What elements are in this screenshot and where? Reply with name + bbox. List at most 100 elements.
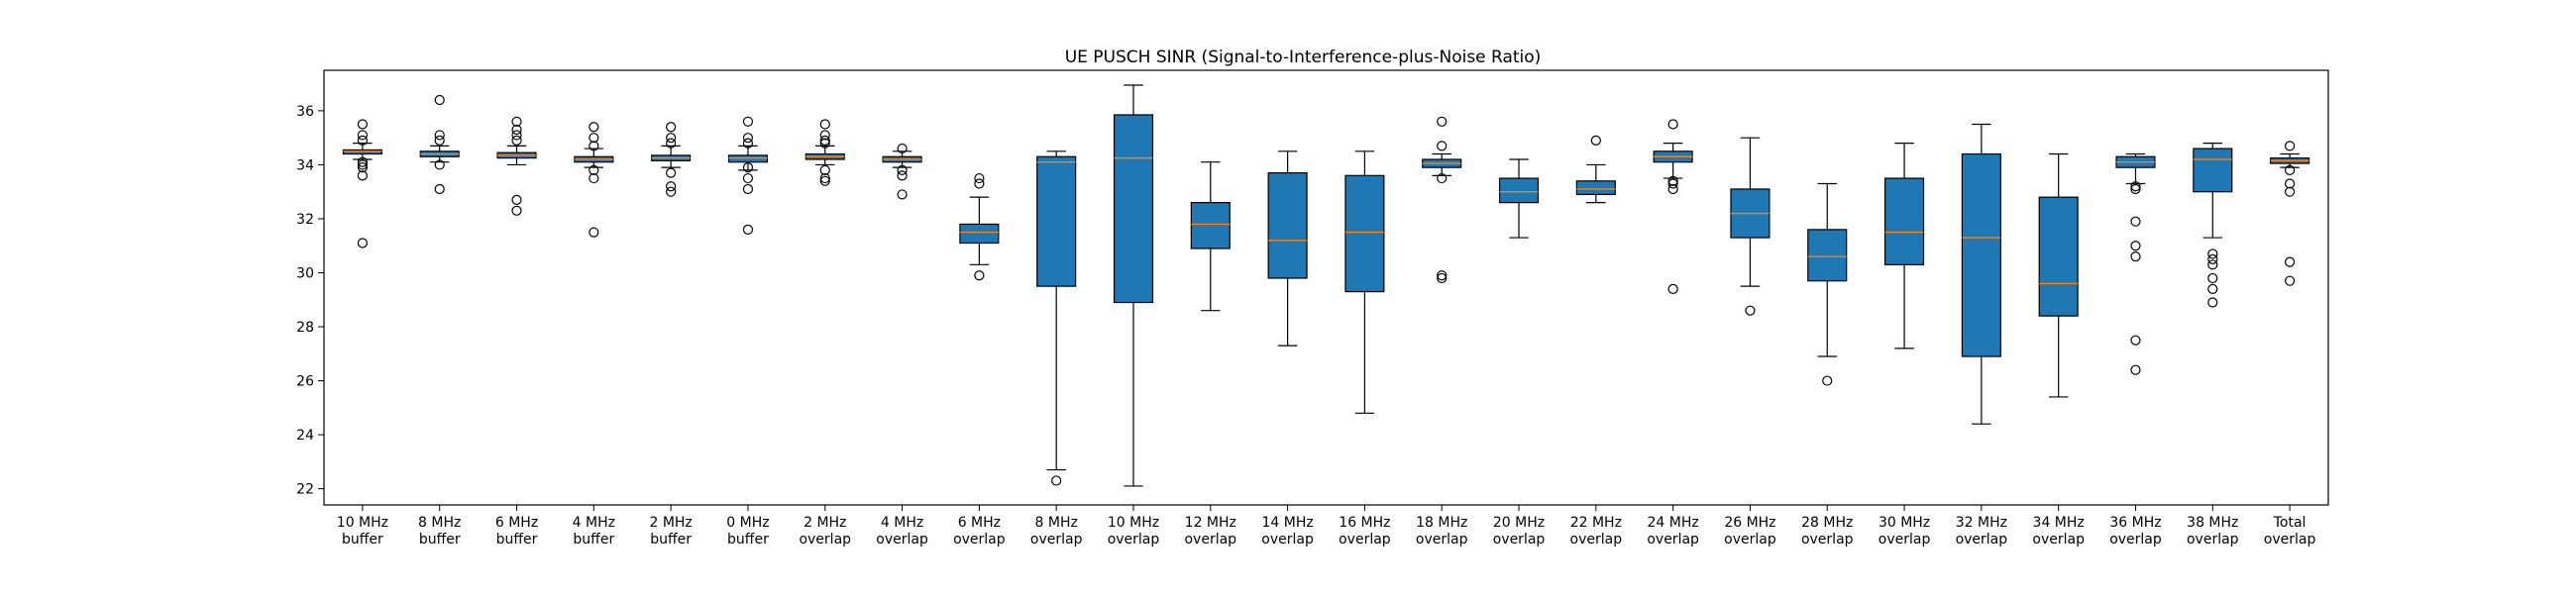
flier-point bbox=[2284, 141, 2296, 151]
flier-point bbox=[666, 122, 677, 133]
x-tick-label-line2: overlap bbox=[1647, 532, 1699, 548]
y-tick-label: 32 bbox=[296, 212, 314, 228]
flier-point bbox=[819, 130, 830, 141]
x-tick-label-line2: overlap bbox=[1801, 532, 1854, 548]
box bbox=[1113, 114, 1154, 304]
x-tick-label-line2: overlap bbox=[1493, 532, 1546, 548]
flier-point bbox=[2130, 335, 2141, 346]
x-tick-label-line2: overlap bbox=[1261, 532, 1314, 548]
flier-point bbox=[1822, 375, 1833, 386]
x-tick-label: 24 MHz bbox=[1648, 515, 1699, 531]
x-tick-label: 2 MHz bbox=[649, 515, 692, 531]
flier-point bbox=[666, 138, 677, 149]
x-tick-label: 10 MHz bbox=[337, 515, 388, 531]
flier-point bbox=[897, 170, 908, 181]
flier-point bbox=[511, 124, 522, 136]
x-tick-label-line2: buffer bbox=[419, 532, 461, 548]
flier-point bbox=[1667, 175, 1678, 186]
flier-point bbox=[589, 133, 599, 144]
axes-frame bbox=[323, 69, 2329, 506]
x-tick-label-line2: overlap bbox=[1878, 532, 1931, 548]
y-tick-label: 30 bbox=[296, 266, 314, 282]
flier-point bbox=[2130, 216, 2141, 227]
flier-point bbox=[511, 194, 522, 205]
flier-point bbox=[1590, 135, 1601, 146]
x-tick-label-line2: overlap bbox=[1570, 532, 1623, 548]
flier-point bbox=[974, 172, 985, 184]
flier-point bbox=[357, 170, 369, 181]
flier-point bbox=[819, 164, 830, 175]
flier-point bbox=[974, 178, 985, 189]
x-tick-label-line2: overlap bbox=[953, 532, 1006, 548]
x-tick-label: 12 MHz bbox=[1185, 515, 1236, 531]
box bbox=[1807, 229, 1848, 282]
box bbox=[1498, 177, 1540, 204]
flier-point bbox=[511, 116, 522, 127]
x-tick-label-line2: overlap bbox=[1030, 532, 1083, 548]
x-tick-label: 26 MHz bbox=[1724, 515, 1775, 531]
flier-point bbox=[819, 175, 830, 186]
x-tick-label: 6 MHz bbox=[495, 515, 538, 531]
flier-point bbox=[357, 119, 369, 130]
flier-point bbox=[2207, 249, 2218, 259]
flier-point bbox=[2130, 364, 2141, 375]
flier-point bbox=[666, 133, 677, 144]
flier-point bbox=[2130, 251, 2141, 262]
y-tick-label: 26 bbox=[296, 374, 314, 390]
flier-point bbox=[742, 162, 754, 173]
box bbox=[2193, 148, 2233, 193]
x-tick-label-line2: overlap bbox=[2109, 532, 2162, 548]
flier-point bbox=[1667, 183, 1678, 195]
flier-point bbox=[357, 130, 369, 141]
flier-point bbox=[357, 238, 369, 249]
flier-point bbox=[1667, 283, 1678, 294]
flier-point bbox=[742, 133, 754, 144]
flier-point bbox=[2130, 241, 2141, 251]
x-tick-label-line2: overlap bbox=[2264, 532, 2316, 548]
x-tick-label-line2: buffer bbox=[342, 532, 383, 548]
x-tick-label: 10 MHz bbox=[1108, 515, 1159, 531]
x-tick-label-line2: overlap bbox=[2187, 532, 2239, 548]
flier-point bbox=[1051, 475, 1062, 486]
flier-point bbox=[819, 135, 830, 146]
flier-point bbox=[2130, 181, 2141, 192]
flier-point bbox=[511, 130, 522, 141]
x-tick-label: 14 MHz bbox=[1261, 515, 1313, 531]
flier-point bbox=[1437, 141, 1448, 151]
flier-point bbox=[1437, 270, 1448, 281]
flier-point bbox=[434, 183, 445, 195]
x-tick-label: 20 MHz bbox=[1493, 515, 1545, 531]
flier-point bbox=[819, 172, 830, 184]
flier-point bbox=[2284, 178, 2296, 189]
flier-point bbox=[434, 94, 445, 106]
x-tick-label: 4 MHz bbox=[881, 515, 923, 531]
flier-point bbox=[974, 270, 985, 281]
flier-point bbox=[819, 138, 830, 149]
x-tick-label: 2 MHz bbox=[804, 515, 846, 531]
flier-point bbox=[666, 167, 677, 178]
x-tick-label: 8 MHz bbox=[418, 515, 461, 531]
box bbox=[1575, 180, 1616, 196]
y-tick-label: 34 bbox=[296, 157, 314, 173]
flier-point bbox=[511, 205, 522, 216]
flier-point bbox=[589, 122, 599, 133]
flier-point bbox=[434, 130, 445, 141]
x-tick-label: 34 MHz bbox=[2033, 515, 2085, 531]
box bbox=[1190, 202, 1231, 249]
flier-point bbox=[2284, 186, 2296, 197]
flier-point bbox=[589, 227, 599, 238]
flier-point bbox=[2207, 283, 2218, 294]
x-tick-label: 4 MHz bbox=[573, 515, 615, 531]
flier-point bbox=[2207, 259, 2218, 270]
flier-point bbox=[1437, 116, 1448, 127]
flier-point bbox=[1745, 305, 1756, 316]
x-tick-label: 30 MHz bbox=[1878, 515, 1930, 531]
flier-point bbox=[666, 186, 677, 197]
x-tick-label: 32 MHz bbox=[1956, 515, 2007, 531]
box bbox=[959, 223, 1000, 245]
flier-point bbox=[2207, 272, 2218, 284]
x-tick-label: 8 MHz bbox=[1035, 515, 1078, 531]
x-tick-label-line2: overlap bbox=[2032, 532, 2085, 548]
